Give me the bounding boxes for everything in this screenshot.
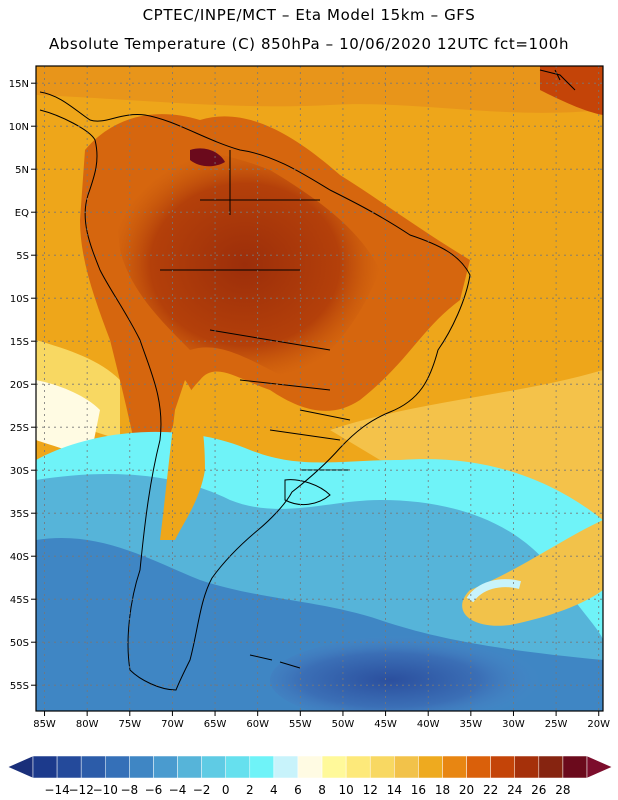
field-andes-tongue [160,380,205,540]
falklands [249,654,301,669]
lon-label: 20W [587,719,610,730]
lat-label: 20S [10,380,29,391]
latitude-labels: 15N 10N 5N EQ 5S 10S 15S 20S 25S 30S 35S 40S 45S 50S 5… [9,79,29,692]
country-borders [160,150,351,471]
colorbar-label: 12 [363,783,378,797]
colorbar-swatch [538,755,564,779]
lat-label: EQ [15,208,29,219]
colorbar-label: −6 [145,783,163,797]
field-pacific-cream [36,380,100,460]
colorbar-swatch [466,755,491,779]
colorbar-swatch [490,755,515,779]
map-frame [35,65,604,712]
lon-label: 55W [289,719,312,730]
colorbar-swatch [345,755,371,779]
colorbar-label: 20 [459,783,474,797]
colorbar-swatch [297,755,323,779]
lat-label: 10S [10,294,29,305]
field-hotspot [190,148,225,167]
colorbar-label: 16 [411,783,426,797]
colorbar-swatch [562,755,588,779]
colorbar-swatch [442,755,467,779]
colorbar-swatch [56,755,82,779]
colorbar-swatch [177,755,202,779]
map-subtitle: Absolute Temperature (C) 850hPa – 10/06/… [48,35,570,53]
colorbar-swatch [321,755,347,779]
colorbar-label: −8 [120,783,138,797]
colorbar-swatch [129,755,154,779]
colorbar-label: 6 [294,783,302,797]
colorbar-swatch [394,755,419,779]
longitude-labels: 85W 80W 75W 70W 65W 60W 55W 50W 45W 40W 35W 30W 25W 2… [33,719,610,730]
lat-label: 15N [9,79,29,90]
colorbar-label: 0 [222,783,230,797]
coastlines [39,69,576,691]
lon-label: 75W [118,719,141,730]
colorbar-label: 18 [435,783,450,797]
colorbar-label: 22 [483,783,498,797]
lon-label: 25W [545,719,568,730]
lon-label: 35W [460,719,483,730]
field-cold-core [270,635,570,711]
lon-label: 85W [33,719,56,730]
colorbar-swatch [273,755,299,779]
colorbar-label: 26 [531,783,546,797]
colorbar: −14−12−10 −8 −6 −4 −2 0 2 4 6 8 10 12 14 16 18 20 22 24 26… [7,755,613,797]
lat-label: 5S [16,251,29,262]
caribbean-islands [539,69,576,91]
lon-label: 45W [374,719,397,730]
colorbar-swatch [80,755,106,779]
lon-label: 65W [204,719,227,730]
lat-label: 40S [10,552,29,563]
lon-label: 60W [246,719,269,730]
colorbar-label: −14 [44,783,69,797]
field-swirl-warm [462,520,603,626]
axis-ticks [31,82,600,716]
lat-label: 50S [10,638,29,649]
map-title: CPTEC/INPE/MCT – Eta Model 15km – GFS [142,6,476,24]
colorbar-high-arrow [586,755,613,779]
lat-label: 30S [10,466,29,477]
lat-label: 55S [10,681,29,692]
colorbar-swatch [369,755,395,779]
colorbar-label: 14 [387,783,402,797]
colorbar-swatch [249,755,275,779]
lon-label: 50W [332,719,355,730]
lon-label: 70W [161,719,184,730]
lon-label: 40W [417,719,440,730]
colorbar-label: 24 [507,783,522,797]
field-swirl-edge [466,579,521,603]
colorbar-label: 2 [246,783,254,797]
lat-label: 25S [10,423,29,434]
colorbar-swatch [32,755,58,779]
colorbar-label: 28 [555,783,570,797]
colorbar-swatch [201,755,226,779]
lon-label: 80W [76,719,99,730]
colorbar-swatch [514,755,540,779]
coastline-south-america [39,91,471,691]
colorbar-label: −4 [169,783,187,797]
lat-label: 10N [9,122,29,133]
lat-label: 5N [15,165,29,176]
colorbar-low-arrow [7,755,34,779]
lat-label: 45S [10,595,29,606]
lon-label: 30W [502,719,525,730]
temperature-field [36,66,603,711]
colorbar-swatch [153,755,178,779]
colorbar-label: 10 [338,783,353,797]
colorbar-label: −12 [69,783,94,797]
colorbar-label: 4 [270,783,278,797]
colorbar-swatch [225,755,251,779]
field-amazon-hot [110,149,380,380]
lat-label: 35S [10,509,29,520]
colorbar-label: −10 [93,783,118,797]
field-north-band [36,66,603,113]
colorbar-label: −2 [193,783,211,797]
colorbar-swatch [418,755,443,779]
lat-label: 15S [10,337,29,348]
colorbar-label: 8 [318,783,326,797]
colorbar-swatch [105,755,130,779]
graticule [36,66,603,711]
